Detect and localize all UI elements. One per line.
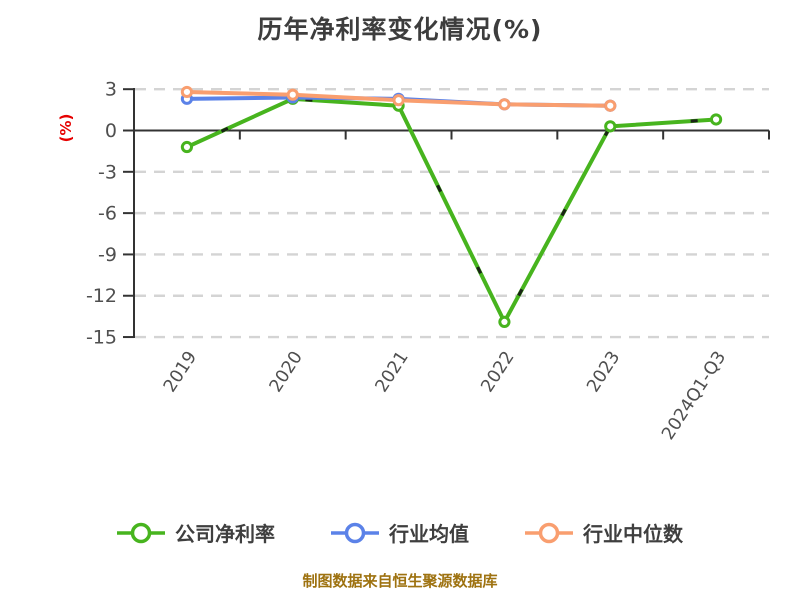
y-tick-label: -3: [98, 161, 117, 183]
legend-item-industry-median[interactable]: 行业中位数: [525, 518, 683, 547]
legend-item-company-net-margin[interactable]: 公司净利率: [117, 518, 275, 547]
company-net-margin-point-2022[interactable]: [498, 315, 511, 329]
y-tick-label: 3: [105, 79, 117, 101]
y-axis-unit-label: (%): [57, 114, 75, 143]
company-net-margin-legend-circle: [130, 522, 152, 543]
legend-item-industry-mean[interactable]: 行业均值: [331, 518, 469, 547]
x-tick-label-2022: 2022: [478, 348, 519, 396]
company-net-margin-legend-marker-icon: [117, 522, 165, 543]
line-chart-plot: 3 0 -3 -6 -9 -12 -15 2019 2020 2021 2022 2023 2024Q1…: [57, 79, 770, 444]
chart-legend: 公司净利率 行业均值 行业中位数: [0, 518, 800, 547]
industry-median-point-2020[interactable]: [286, 88, 299, 101]
chart-title: 历年净利率变化情况(%): [257, 15, 543, 44]
y-tick-label: -15: [86, 327, 117, 349]
industry-mean-legend-marker-icon: [331, 522, 379, 543]
x-tick-label-2023: 2023: [583, 348, 624, 396]
y-tick-label: -6: [98, 203, 117, 225]
legend-label-industry-mean: 行业均值: [389, 522, 469, 546]
company-net-margin-point-2023[interactable]: [604, 120, 617, 133]
y-tick-label: 0: [105, 120, 117, 142]
x-tick-label-2021: 2021: [372, 348, 413, 396]
x-tick-label-2020: 2020: [266, 348, 307, 396]
industry-median-legend-marker-icon: [525, 522, 573, 543]
industry-median-point-2022[interactable]: [498, 98, 511, 111]
x-tick-label-2019: 2019: [160, 348, 201, 396]
industry-mean-legend-circle: [344, 522, 366, 543]
company-net-margin-line: [186, 96, 717, 324]
industry-median-point-2021[interactable]: [392, 94, 405, 107]
company-net-margin-point-2019[interactable]: [180, 140, 194, 154]
y-tick-label: -9: [98, 244, 117, 266]
company-net-margin-point-2024Q1-Q3[interactable]: [709, 113, 723, 126]
data-source-note: 制图数据来自恒生聚源数据库: [302, 572, 498, 590]
legend-label-industry-median: 行业中位数: [583, 522, 683, 546]
legend-label-company-net-margin: 公司净利率: [175, 522, 275, 546]
industry-median-point-2019[interactable]: [180, 85, 194, 99]
y-tick-label: -12: [86, 285, 117, 307]
x-tick-label-2024Q1-Q3: 2024Q1-Q3: [658, 348, 730, 444]
industry-median-point-2023[interactable]: [604, 99, 617, 112]
industry-median-legend-circle: [538, 522, 560, 543]
